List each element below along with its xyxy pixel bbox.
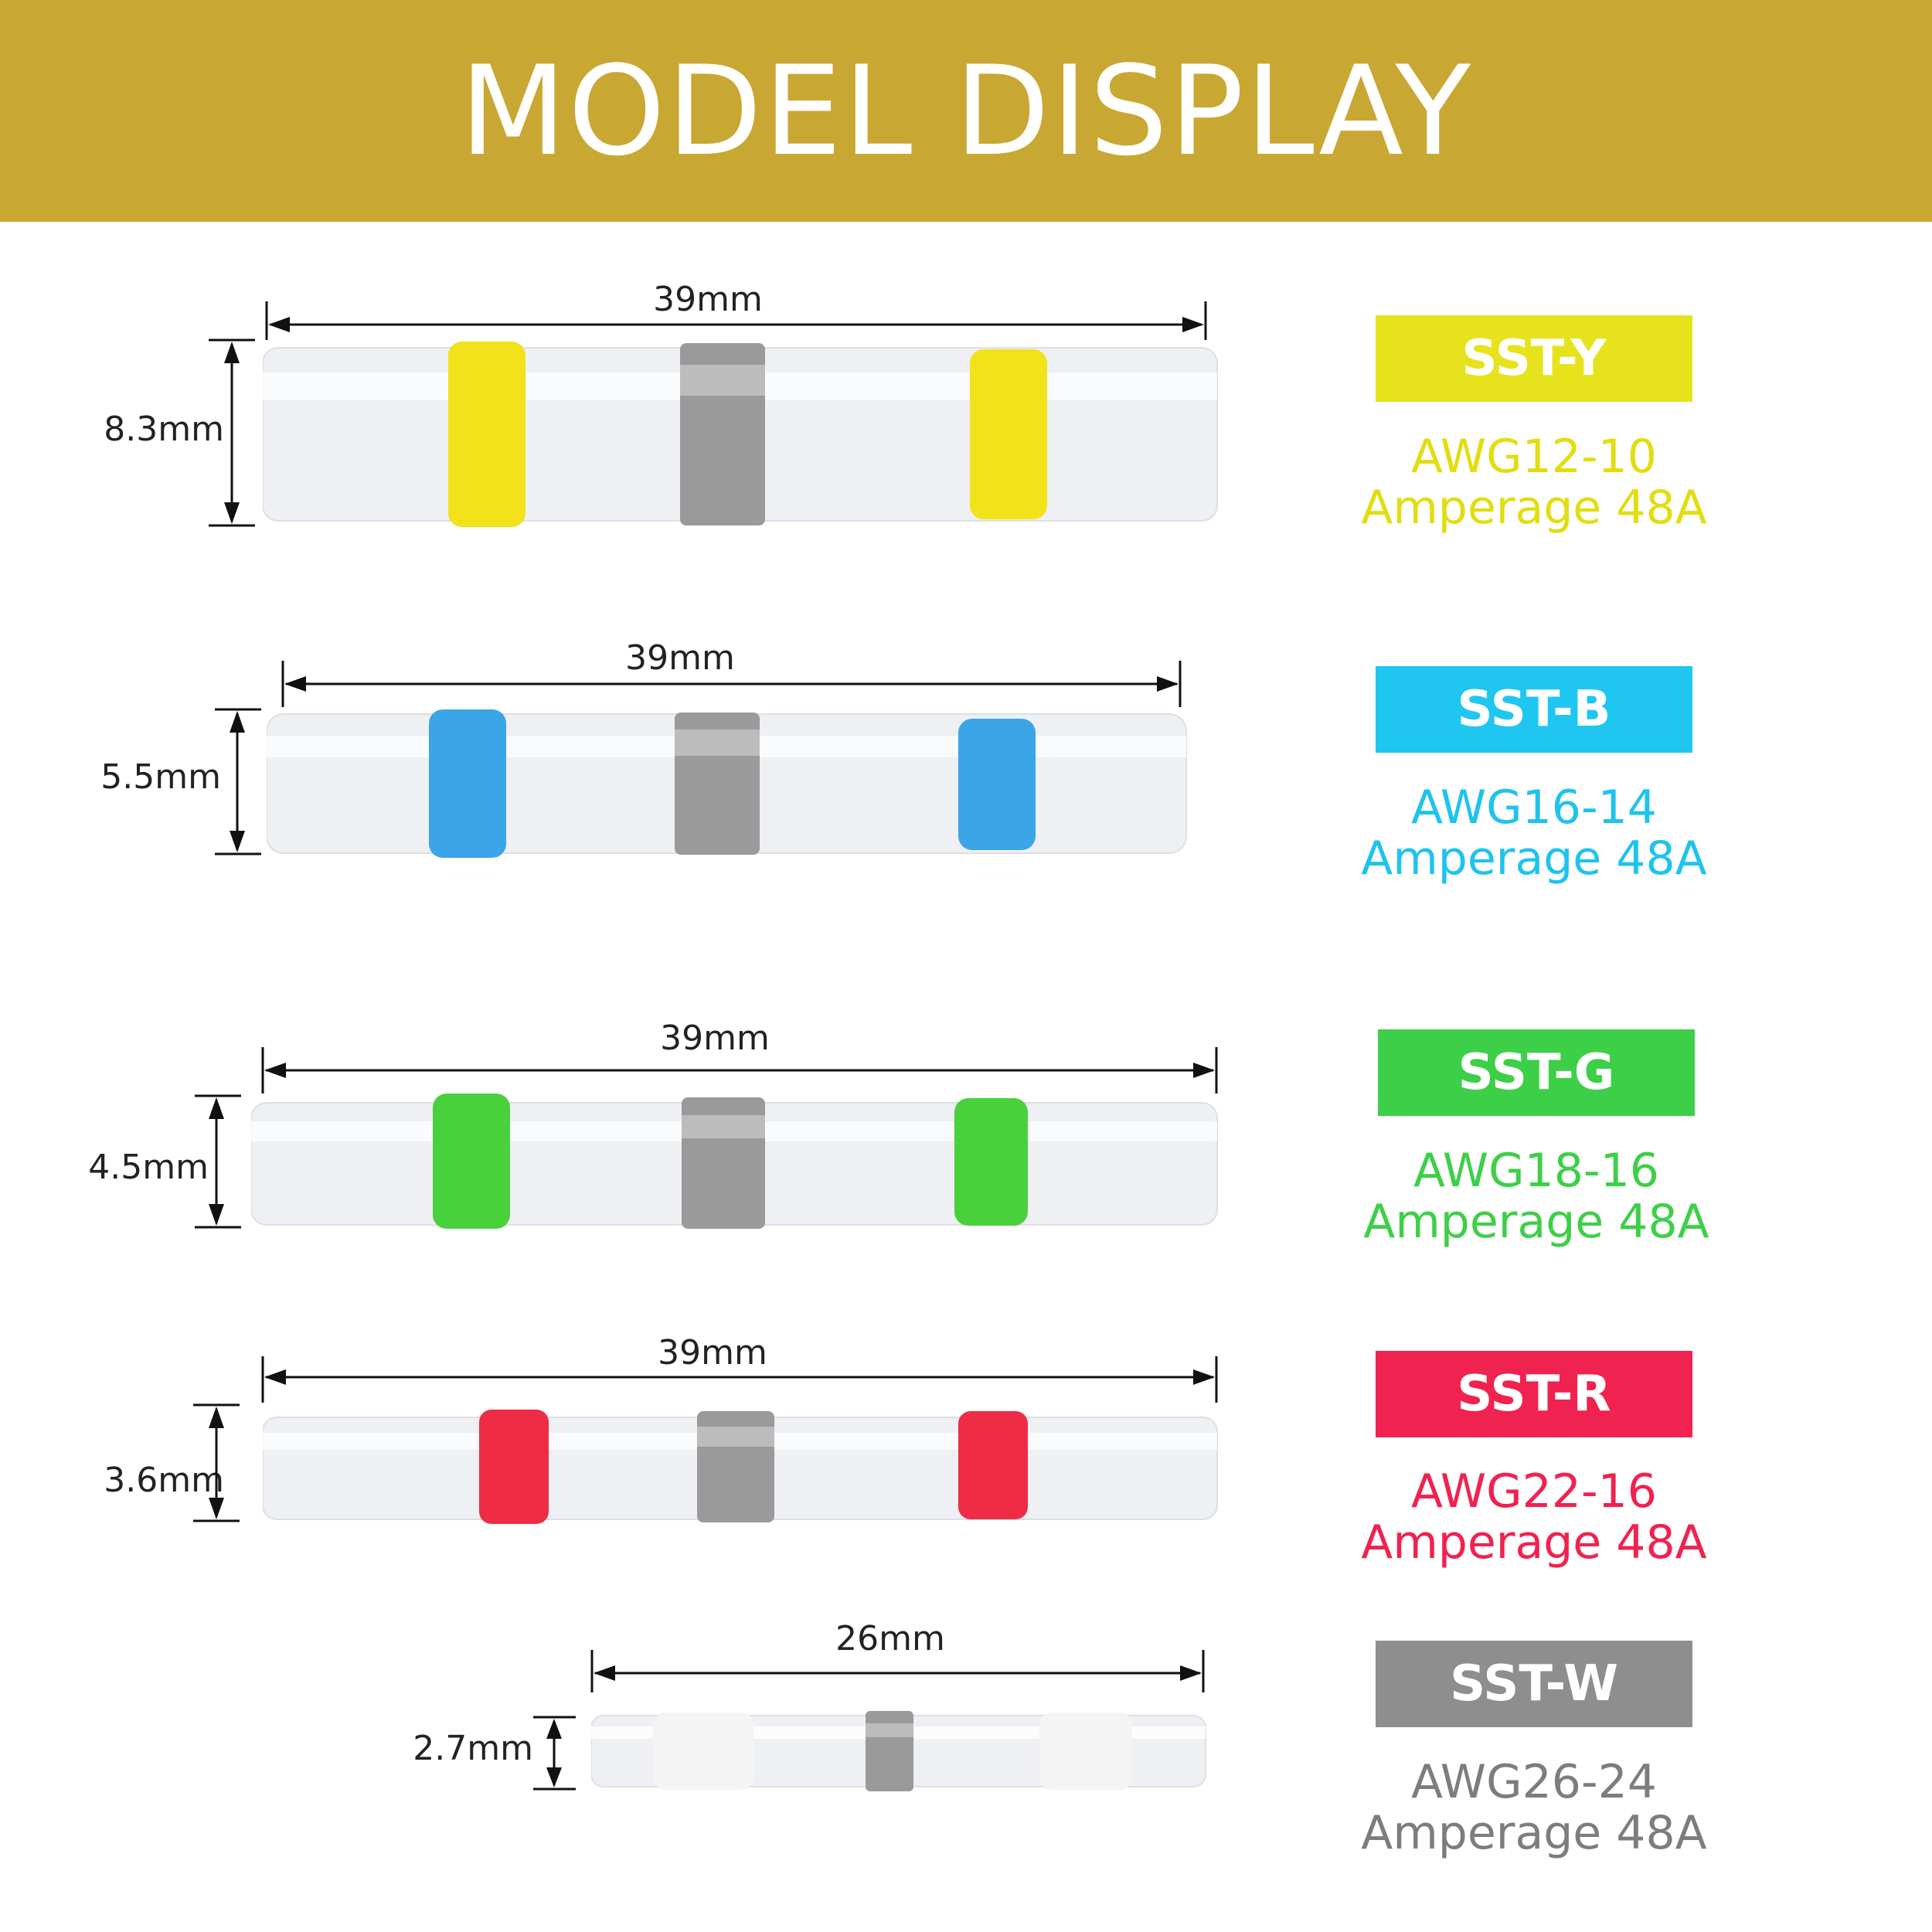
awg-label: AWG12-10 <box>1411 430 1657 484</box>
spec-text: AWG22-16 Amperage 48A <box>1318 1466 1750 1568</box>
awg-label: AWG16-14 <box>1411 781 1657 835</box>
title-banner: MODEL DISPLAY <box>0 0 1932 222</box>
amperage-label: Amperage 48A <box>1361 1806 1707 1860</box>
model-badge: SST-Y <box>1376 315 1692 402</box>
connector-image <box>251 1094 1218 1229</box>
connector-image <box>267 709 1187 858</box>
model-badge: SST-G <box>1378 1029 1695 1116</box>
diameter-label: 8.3mm <box>104 410 224 449</box>
model-badge: SST-R <box>1376 1351 1692 1437</box>
spec-text: AWG18-16 Amperage 48A <box>1320 1145 1753 1247</box>
length-label: 39mm <box>625 638 735 678</box>
diameter-label: 5.5mm <box>100 757 221 797</box>
spec-text: AWG12-10 Amperage 48A <box>1318 431 1750 533</box>
length-label: 39mm <box>660 1019 770 1058</box>
length-label: 26mm <box>835 1619 945 1658</box>
page-title: MODEL DISPLAY <box>459 39 1473 183</box>
amperage-label: Amperage 48A <box>1361 832 1707 886</box>
spec-text: AWG26-24 Amperage 48A <box>1318 1757 1750 1859</box>
diameter-label: 3.6mm <box>104 1461 224 1500</box>
length-label: 39mm <box>653 280 763 319</box>
model-badge: SST-B <box>1376 666 1692 753</box>
connector-image <box>591 1711 1206 1791</box>
amperage-label: Amperage 48A <box>1361 1515 1707 1570</box>
spec-text: AWG16-14 Amperage 48A <box>1318 782 1750 884</box>
amperage-label: Amperage 48A <box>1361 481 1707 535</box>
model-badge: SST-W <box>1376 1641 1692 1727</box>
awg-label: AWG26-24 <box>1411 1755 1657 1809</box>
diameter-label: 4.5mm <box>88 1148 209 1187</box>
awg-label: AWG18-16 <box>1413 1144 1659 1198</box>
awg-label: AWG22-16 <box>1411 1464 1657 1519</box>
length-label: 39mm <box>658 1333 767 1372</box>
connector-image <box>263 342 1218 527</box>
diameter-label: 2.7mm <box>413 1729 533 1768</box>
connector-image <box>263 1410 1218 1524</box>
amperage-label: Amperage 48A <box>1363 1195 1709 1249</box>
